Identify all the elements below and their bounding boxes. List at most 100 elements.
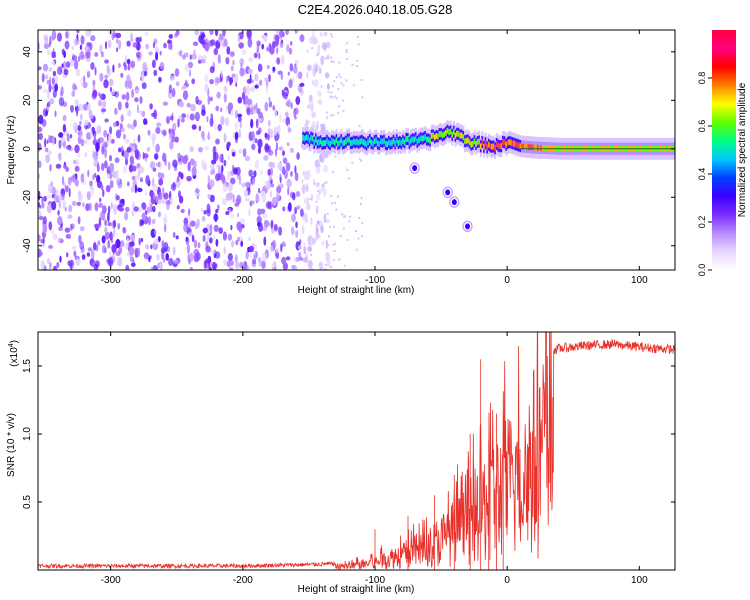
- noise-speck: [238, 236, 244, 242]
- ridge-core: [391, 140, 394, 146]
- noise-speck: [303, 170, 309, 181]
- ridge-core: [346, 136, 349, 143]
- spectrogram-frame: [37, 29, 676, 271]
- noise-speck: [125, 101, 129, 109]
- noise-speck: [48, 221, 53, 231]
- noise-speck: [84, 45, 90, 52]
- noise-speck: [253, 254, 258, 259]
- noise-speck: [55, 163, 62, 169]
- noise-speck: [248, 236, 251, 241]
- noise-speck: [158, 76, 162, 83]
- side-track-halo: [442, 186, 453, 199]
- noise-speck: [214, 251, 221, 259]
- noise-speck: [162, 101, 168, 106]
- noise-speck: [41, 196, 44, 204]
- noise-speck: [166, 116, 170, 124]
- noise-speck: [206, 262, 209, 269]
- noise-speck: [126, 58, 131, 65]
- noise-speck: [155, 143, 160, 153]
- noise-speck: [217, 54, 221, 64]
- noise-speck: [322, 185, 325, 188]
- noise-speck: [210, 39, 216, 46]
- ridge-core: [372, 140, 375, 147]
- noise-speck: [332, 225, 335, 228]
- noise-speck: [224, 38, 228, 48]
- noise-speck: [299, 82, 305, 87]
- noise-speck: [247, 68, 253, 74]
- noise-speck: [327, 90, 330, 93]
- noise-speck: [88, 202, 91, 211]
- noise-speck: [330, 91, 333, 94]
- noise-speck: [333, 95, 336, 98]
- noise-speck: [278, 173, 282, 178]
- noise-speck: [128, 246, 135, 256]
- noise-speck: [98, 217, 102, 226]
- noise-speck: [38, 133, 43, 140]
- noise-speck: [65, 61, 71, 68]
- noise-speck: [43, 195, 47, 202]
- noise-speck: [276, 191, 280, 202]
- side-track-dot: [412, 165, 418, 172]
- noise-speck: [126, 108, 132, 117]
- noise-speck: [311, 47, 314, 50]
- noise-speck: [93, 242, 97, 251]
- ridge-core: [316, 139, 319, 146]
- noise-speck: [342, 84, 345, 87]
- noise-speck: [284, 111, 289, 117]
- ridge-core: [472, 141, 474, 147]
- noise-speck: [344, 215, 346, 218]
- ridge-core: [383, 137, 386, 144]
- noise-speck: [124, 80, 128, 88]
- noise-speck: [66, 133, 70, 142]
- noise-speck: [160, 172, 165, 179]
- noise-speck: [68, 187, 71, 198]
- ridge-core: [473, 138, 476, 145]
- noise-speck: [177, 152, 181, 159]
- noise-speck: [339, 235, 342, 238]
- noise-speck: [76, 201, 82, 206]
- noise-speck: [303, 246, 307, 255]
- noise-speck: [274, 107, 277, 118]
- noise-speck: [135, 174, 139, 181]
- ridge-core: [380, 138, 382, 145]
- noise-speck: [223, 132, 227, 143]
- noise-speck: [257, 138, 263, 149]
- noise-speck: [337, 88, 340, 90]
- noise-speck: [253, 52, 258, 59]
- noise-speck: [315, 200, 318, 203]
- noise-speck: [189, 266, 193, 270]
- noise-speck: [63, 68, 69, 76]
- noise-speck: [252, 258, 257, 265]
- noise-speck: [250, 118, 254, 129]
- ridge-core: [508, 139, 511, 145]
- noise-speck: [125, 139, 130, 144]
- ridge-core: [437, 133, 440, 140]
- noise-speck: [137, 187, 143, 193]
- spectrogram-y-ticks: -40 -20 0 20 40: [22, 46, 675, 253]
- noise-speck: [287, 71, 290, 76]
- noise-speck: [40, 260, 45, 270]
- noise-speck: [272, 105, 275, 111]
- noise-speck: [234, 131, 239, 140]
- noise-speck: [188, 69, 192, 77]
- noise-speck: [80, 138, 85, 147]
- noise-speck: [285, 256, 291, 261]
- noise-speck: [42, 88, 47, 94]
- noise-speck: [246, 30, 252, 39]
- noise-speck: [178, 101, 184, 108]
- noise-speck: [357, 36, 359, 38]
- noise-speck: [210, 113, 214, 119]
- noise-speck: [338, 105, 341, 108]
- ridge-core: [349, 140, 352, 146]
- ridge-core: [368, 137, 371, 144]
- noise-speck: [348, 220, 351, 223]
- noise-speck: [61, 192, 65, 201]
- noise-speck: [252, 177, 255, 186]
- noise-speck: [45, 147, 49, 153]
- noise-speck: [232, 59, 235, 66]
- noise-speck: [64, 206, 67, 212]
- noise-speck: [134, 184, 138, 194]
- noise-speck: [232, 167, 238, 175]
- ridge-core: [394, 140, 397, 147]
- noise-speck: [96, 162, 100, 172]
